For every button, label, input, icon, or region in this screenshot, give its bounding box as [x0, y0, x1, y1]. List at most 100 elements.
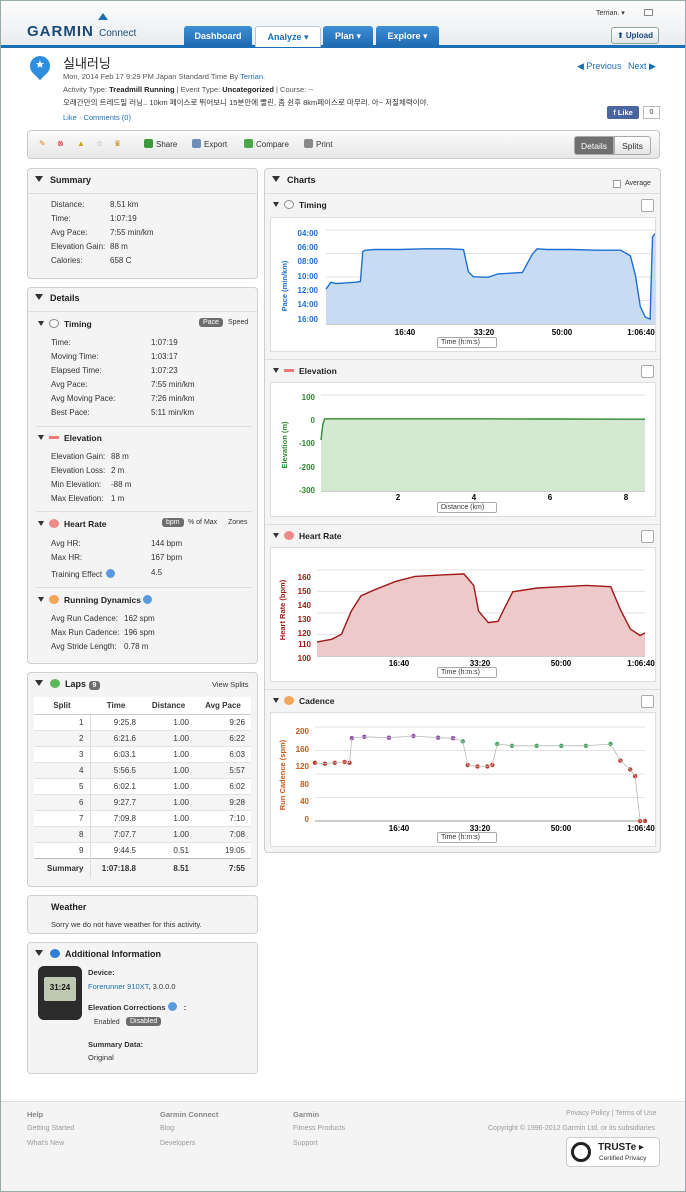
author-link[interactable]: Terrian.	[240, 72, 266, 81]
charts-title[interactable]: Charts	[272, 175, 316, 185]
average-checkbox[interactable]	[613, 180, 621, 188]
medal-icon[interactable]: ▲	[77, 139, 85, 148]
splits-tab[interactable]: Splits	[614, 136, 651, 155]
view-splits-link[interactable]: View Splits	[212, 680, 249, 689]
share-button[interactable]: Share	[144, 139, 177, 149]
x-axis-select[interactable]: Time (h:m:s)	[437, 832, 497, 843]
heart-label: Training Effect	[51, 569, 120, 579]
details-tab[interactable]: Details	[574, 136, 614, 155]
divider	[36, 426, 252, 427]
pace-toggle[interactable]: Pace	[199, 318, 223, 327]
activity-type[interactable]: Treadmill Running	[109, 85, 175, 94]
timing-chart[interactable]: Pace (min/km) 04:00 06:00 08:00 10:00 12…	[271, 218, 656, 351]
footer-link[interactable]: Fitness Products	[293, 1125, 346, 1132]
pct-max-toggle[interactable]: % of Max	[188, 519, 218, 526]
x-axis-select[interactable]: Time (h:m:s)	[437, 667, 497, 678]
elevation-section-title[interactable]: Elevation	[38, 433, 102, 443]
table-row[interactable]: 8 7:07.7 1.00 7:08	[34, 825, 251, 842]
help-icon[interactable]	[106, 569, 116, 578]
truste-badge[interactable]: TRUSTe ▸ Certified Privacy	[566, 1137, 660, 1167]
table-row[interactable]: 1 9:25.8 1.00 9:26	[34, 713, 251, 730]
additional-info-title[interactable]: Additional Information	[35, 949, 161, 959]
print-icon	[304, 139, 313, 148]
star-icon[interactable]: ☆	[96, 139, 104, 148]
table-row[interactable]: 9 9:44.5 0.51 19:05	[34, 841, 251, 858]
table-row[interactable]: 3 6:03.1 1.00 6:03	[34, 745, 251, 762]
timing-chart-title[interactable]: Timing	[273, 200, 327, 210]
laps-title[interactable]: Laps 9	[35, 679, 101, 690]
activity-description[interactable]: 오래간만의 트레드밀 러닝.. 10km 페이스로 뛰어보니 15분만에 빨린,…	[63, 98, 429, 107]
elevation-chart-title[interactable]: Elevation	[273, 366, 337, 376]
footer-help-heading: Help	[27, 1110, 44, 1119]
heart-rate-chart[interactable]: Heart Rate (bpm) 160 150 140 130 120 110…	[271, 548, 655, 681]
timing-section-title[interactable]: Timing	[38, 319, 92, 329]
details-panel	[27, 287, 258, 664]
lap-distance: 1.00	[142, 729, 195, 746]
laps-header[interactable]: Avg Pace	[195, 697, 251, 715]
next-link[interactable]: Next ▶	[628, 61, 656, 71]
garmin-logo[interactable]: GARMIN Connect	[27, 13, 136, 40]
laps-icon	[50, 679, 60, 688]
event-type[interactable]: Uncategorized	[222, 85, 274, 94]
elevation-chart[interactable]: Elevation (m) 100 0 -100 -200 -300 2 4 6…	[271, 383, 655, 516]
heart-rate-chart-title[interactable]: Heart Rate	[273, 531, 342, 541]
help-icon[interactable]	[143, 595, 153, 604]
device-link[interactable]: Forerunner 910XT	[88, 982, 149, 991]
heart-rate-section-title[interactable]: Heart Rate	[38, 519, 107, 529]
x-axis-select[interactable]: Time (h:m:s)	[437, 337, 497, 348]
nav-explore[interactable]: Explore ▾	[376, 26, 439, 47]
activity-title[interactable]: 실내러닝	[63, 56, 111, 71]
comments-link[interactable]: Comments (0)	[83, 113, 131, 122]
bpm-toggle[interactable]: bpm	[162, 518, 184, 527]
running-dynamics-section-title[interactable]: Running Dynamics	[38, 595, 157, 605]
table-row[interactable]: 2 6:21.6 1.00 6:22	[34, 729, 251, 746]
dynamics-label: Avg Run Cadence:	[51, 614, 119, 623]
footer-link[interactable]: Blog	[160, 1125, 175, 1132]
badge-icon[interactable]: ♛	[114, 139, 122, 148]
details-title[interactable]: Details	[35, 293, 80, 303]
footer-link[interactable]: Getting Started	[27, 1125, 75, 1132]
expand-icon[interactable]	[641, 530, 654, 543]
expand-icon[interactable]	[641, 199, 654, 212]
mail-icon[interactable]	[644, 9, 653, 16]
table-row[interactable]: 7 7:09.8 1.00 7:10	[34, 809, 251, 826]
cadence-chart-title[interactable]: Cadence	[273, 696, 334, 706]
nav-plan[interactable]: Plan ▾	[323, 26, 373, 47]
nav-dashboard[interactable]: Dashboard	[184, 26, 252, 47]
speed-toggle[interactable]: Speed	[228, 319, 249, 326]
print-button[interactable]: Print	[304, 139, 332, 149]
runner-icon: ★	[35, 59, 45, 71]
laps-count-badge: 9	[88, 681, 101, 690]
x-tick: 16:40	[389, 824, 410, 833]
compare-button[interactable]: Compare	[244, 139, 289, 149]
cadence-chart[interactable]: Run Cadence (spm) 200 160 120 80 40 0 16…	[271, 713, 655, 846]
expand-icon[interactable]	[641, 695, 654, 708]
zones-toggle[interactable]: Zones	[228, 519, 248, 526]
nav-analyze[interactable]: Analyze ▾	[255, 26, 321, 47]
previous-link[interactable]: ◀ Previous	[577, 61, 622, 71]
laps-header[interactable]: Distance	[142, 697, 195, 715]
table-row[interactable]: 5 6:02.1 1.00 6:02	[34, 777, 251, 794]
footer-link[interactable]: What's New	[27, 1140, 65, 1147]
edit-icon[interactable]: ✎	[39, 139, 46, 148]
like-link[interactable]: Like	[63, 113, 77, 122]
facebook-like-button[interactable]: f Like	[607, 106, 639, 119]
footer-link[interactable]: Support	[293, 1140, 318, 1147]
laps-header[interactable]: Split	[34, 697, 90, 715]
footer-link[interactable]: Developers	[160, 1140, 196, 1147]
x-axis-select[interactable]: Distance (km)	[437, 502, 497, 513]
user-menu[interactable]: Terrian. ▾	[596, 10, 625, 17]
y-tick: 04:00	[298, 229, 319, 238]
delete-icon[interactable]: ⊗	[57, 139, 64, 148]
summary-title[interactable]: Summary	[35, 175, 91, 185]
table-row[interactable]: 4 5:56.5 1.00 5:57	[34, 761, 251, 778]
table-row[interactable]: 6 9:27.7 1.00 9:28	[34, 793, 251, 810]
upload-button[interactable]: ⬆ Upload	[611, 27, 659, 44]
expand-icon[interactable]	[641, 365, 654, 378]
export-button[interactable]: Export	[192, 139, 227, 149]
laps-header[interactable]: Time	[90, 697, 142, 715]
help-icon[interactable]	[167, 1002, 177, 1011]
privacy-terms-links[interactable]: Privacy Policy | Terms of Use	[566, 1110, 657, 1117]
disabled-toggle[interactable]: Disabled	[126, 1017, 162, 1026]
enabled-toggle[interactable]: Enabled	[94, 1019, 120, 1026]
